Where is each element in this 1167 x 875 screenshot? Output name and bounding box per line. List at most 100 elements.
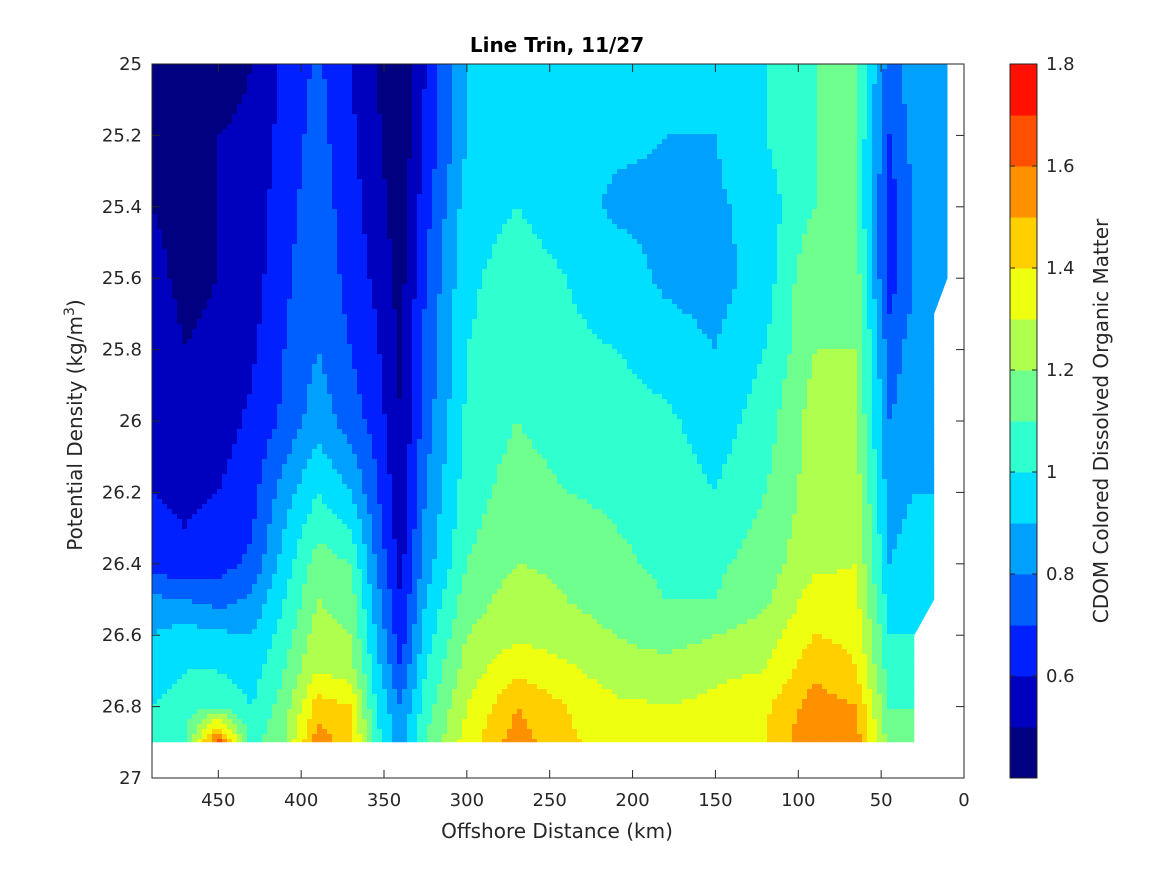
field-cell — [432, 214, 438, 220]
field-cell — [877, 204, 883, 210]
field-cell — [157, 184, 163, 190]
field-cell — [652, 154, 658, 160]
field-cell — [342, 109, 348, 115]
field-cell — [832, 79, 838, 85]
field-cell — [817, 184, 823, 190]
field-cell — [457, 214, 463, 220]
field-cell — [717, 134, 723, 140]
field-cell — [322, 124, 328, 130]
field-cell — [917, 104, 923, 110]
field-cell — [317, 129, 323, 135]
field-cell — [937, 159, 943, 165]
field-cell — [742, 159, 748, 165]
field-cell — [892, 209, 898, 215]
field-cell — [552, 169, 558, 175]
field-cell — [942, 149, 948, 155]
field-cell — [767, 209, 773, 215]
field-cell — [657, 74, 663, 80]
field-cell — [152, 139, 158, 145]
field-cell — [192, 74, 198, 80]
field-cell — [382, 129, 388, 135]
field-cell — [217, 189, 223, 195]
field-cell — [912, 194, 918, 200]
field-cell — [727, 89, 733, 95]
field-cell — [732, 149, 738, 155]
field-cell — [277, 154, 283, 160]
field-cell — [337, 74, 343, 80]
field-cell — [267, 104, 273, 110]
field-cell — [217, 109, 223, 115]
field-cell — [612, 179, 618, 185]
field-cell — [757, 159, 763, 165]
field-cell — [597, 184, 603, 190]
field-cell — [172, 204, 178, 210]
field-cell — [887, 189, 893, 195]
field-cell — [687, 194, 693, 200]
field-cell — [602, 164, 608, 170]
field-cell — [492, 109, 498, 115]
field-cell — [732, 79, 738, 85]
field-cell — [202, 189, 208, 195]
field-cell — [422, 159, 428, 165]
field-cell — [187, 74, 193, 80]
field-cell — [792, 74, 798, 80]
field-cell — [872, 104, 878, 110]
field-cell — [422, 114, 428, 120]
field-cell — [167, 154, 173, 160]
field-cell — [462, 124, 468, 130]
field-cell — [562, 184, 568, 190]
field-cell — [542, 84, 548, 90]
field-cell — [747, 209, 753, 215]
field-cell — [367, 164, 373, 170]
field-cell — [927, 79, 933, 85]
field-cell — [232, 164, 238, 170]
field-cell — [942, 89, 948, 95]
field-cell — [292, 99, 298, 105]
field-cell — [197, 179, 203, 185]
field-cell — [777, 74, 783, 80]
field-cell — [557, 149, 563, 155]
field-cell — [287, 99, 293, 105]
field-cell — [537, 169, 543, 175]
field-cell — [787, 74, 793, 80]
field-cell — [807, 209, 813, 215]
field-cell — [262, 124, 268, 130]
field-cell — [712, 149, 718, 155]
field-cell — [212, 109, 218, 115]
field-cell — [512, 79, 518, 85]
field-cell — [327, 99, 333, 105]
field-cell — [232, 79, 238, 85]
field-cell — [572, 194, 578, 200]
field-cell — [732, 94, 738, 100]
field-cell — [442, 144, 448, 150]
field-cell — [192, 79, 198, 85]
field-cell — [172, 134, 178, 140]
field-cell — [812, 144, 818, 150]
field-cell — [212, 199, 218, 205]
field-cell — [607, 199, 613, 205]
field-cell — [227, 149, 233, 155]
field-cell — [287, 194, 293, 200]
field-cell — [237, 129, 243, 135]
field-cell — [217, 149, 223, 155]
field-cell — [287, 189, 293, 195]
field-cell — [757, 184, 763, 190]
field-cell — [677, 79, 683, 85]
field-cell — [647, 149, 653, 155]
field-cell — [437, 129, 443, 135]
field-cell — [202, 124, 208, 130]
field-cell — [902, 134, 908, 140]
field-cell — [452, 94, 458, 100]
field-cell — [377, 209, 383, 215]
field-cell — [672, 149, 678, 155]
field-cell — [792, 129, 798, 135]
field-cell — [172, 199, 178, 205]
field-cell — [647, 159, 653, 165]
field-cell — [567, 84, 573, 90]
field-cell — [172, 94, 178, 100]
field-cell — [487, 119, 493, 125]
field-cell — [922, 79, 928, 85]
field-cell — [547, 189, 553, 195]
field-cell — [822, 94, 828, 100]
field-cell — [642, 169, 648, 175]
